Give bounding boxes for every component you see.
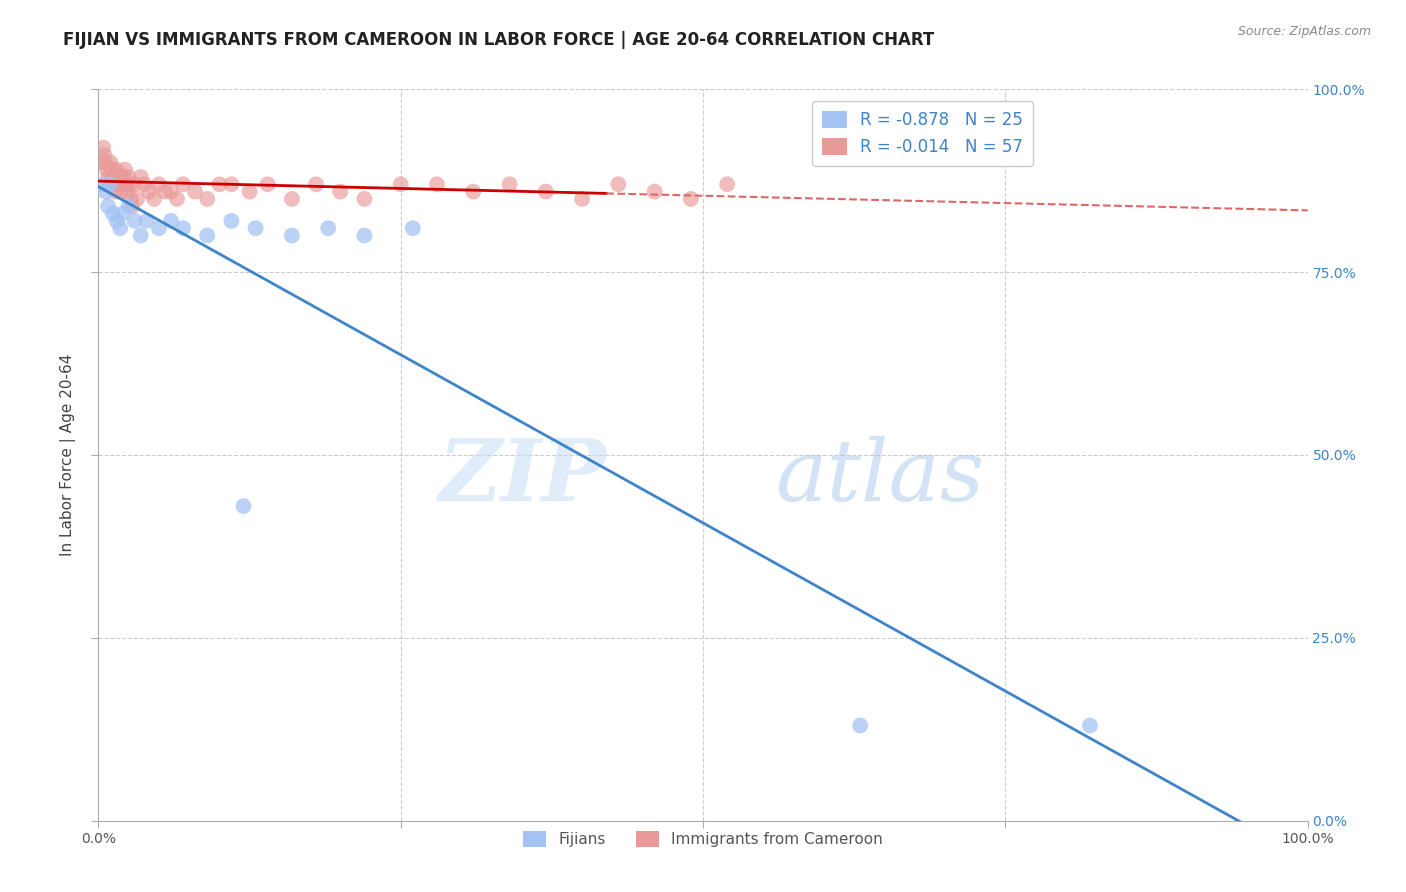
Point [195, 192, 218, 206]
Point [571, 192, 593, 206]
Point [127, 192, 149, 206]
Point [98, 178, 121, 192]
Point [143, 192, 166, 206]
Point [135, 214, 157, 228]
Point [118, 169, 141, 184]
Point [94, 155, 117, 169]
Point [239, 185, 262, 199]
Point [103, 178, 125, 192]
Point [93, 148, 115, 162]
Point [849, 718, 872, 732]
Point [138, 185, 160, 199]
Point [716, 178, 738, 192]
Point [153, 185, 176, 199]
Point [148, 221, 170, 235]
Point [101, 169, 124, 184]
Point [353, 228, 375, 243]
Point [172, 178, 194, 192]
Text: atlas: atlas [776, 435, 984, 518]
Point [91, 178, 114, 192]
Point [100, 178, 122, 192]
Text: Source: ZipAtlas.com: Source: ZipAtlas.com [1237, 25, 1371, 38]
Point [221, 178, 243, 192]
Point [105, 214, 128, 228]
Point [607, 178, 630, 192]
Point [96, 162, 118, 177]
Point [91, 155, 114, 169]
Point [108, 221, 131, 235]
Point [195, 228, 218, 243]
Point [111, 178, 134, 192]
Y-axis label: In Labor Force | Age 20-64: In Labor Force | Age 20-64 [59, 354, 76, 556]
Point [124, 178, 146, 192]
Point [117, 185, 139, 199]
Point [184, 185, 207, 199]
Point [534, 185, 557, 199]
Point [111, 206, 134, 220]
Point [1078, 718, 1101, 732]
Point [118, 178, 141, 192]
Point [232, 499, 254, 513]
Point [245, 221, 267, 235]
Point [160, 214, 183, 228]
Point [105, 162, 128, 177]
Point [101, 206, 124, 220]
Point [110, 169, 132, 184]
Point [305, 178, 328, 192]
Point [281, 228, 304, 243]
Point [329, 185, 352, 199]
Point [100, 162, 122, 177]
Point [112, 169, 135, 184]
Point [208, 178, 231, 192]
Point [97, 169, 120, 184]
Point [108, 185, 131, 199]
Point [129, 169, 152, 184]
Point [129, 228, 152, 243]
Point [281, 192, 304, 206]
Text: ZIP: ZIP [439, 435, 606, 518]
Legend: Fijians, Immigrants from Cameroon: Fijians, Immigrants from Cameroon [517, 825, 889, 854]
Point [166, 192, 188, 206]
Point [118, 199, 141, 213]
Point [104, 185, 127, 199]
Point [148, 178, 170, 192]
Point [256, 178, 278, 192]
Point [124, 214, 146, 228]
Point [91, 141, 114, 155]
Point [389, 178, 412, 192]
Point [426, 178, 449, 192]
Point [644, 185, 666, 199]
Point [134, 178, 156, 192]
Point [107, 169, 129, 184]
Point [97, 199, 120, 213]
Text: FIJIAN VS IMMIGRANTS FROM CAMEROON IN LABOR FORCE | AGE 20-64 CORRELATION CHART: FIJIAN VS IMMIGRANTS FROM CAMEROON IN LA… [63, 31, 935, 49]
Point [160, 185, 183, 199]
Point [121, 199, 143, 213]
Point [115, 178, 138, 192]
Point [316, 221, 339, 235]
Point [94, 185, 117, 199]
Point [100, 155, 122, 169]
Point [463, 185, 485, 199]
Point [679, 192, 702, 206]
Point [108, 178, 131, 192]
Point [498, 178, 520, 192]
Point [402, 221, 425, 235]
Point [172, 221, 194, 235]
Point [353, 192, 375, 206]
Point [114, 162, 136, 177]
Point [221, 214, 243, 228]
Point [120, 192, 142, 206]
